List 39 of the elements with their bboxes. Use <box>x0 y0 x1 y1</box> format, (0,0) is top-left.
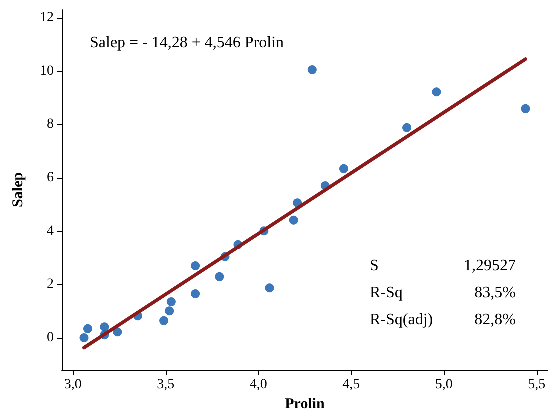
x-tick-label: 5,0 <box>435 378 453 392</box>
y-tick-label: 2 <box>47 277 54 292</box>
x-tick-label: 3,5 <box>157 378 175 392</box>
point <box>80 334 89 342</box>
y-tick-label: 4 <box>47 224 54 239</box>
point <box>165 306 174 316</box>
y-tick-label: 8 <box>47 117 54 132</box>
annotation: R-Sq <box>370 284 403 302</box>
annotation: 82,8% <box>474 312 516 328</box>
y-tick-label: 6 <box>47 170 54 186</box>
x-axis-title: Prolin <box>285 396 326 412</box>
point <box>160 316 169 326</box>
annotation: 1,29527 <box>464 258 516 274</box>
x-tick-label: 3,0 <box>64 378 82 392</box>
x-tick-label: 4,5 <box>342 378 360 392</box>
y-axis-title: Salep <box>10 172 26 208</box>
y-tick-label: 10 <box>40 64 54 79</box>
y-tick-label: 0 <box>47 330 54 346</box>
point <box>265 284 274 293</box>
point <box>191 262 200 270</box>
point <box>432 88 442 97</box>
point <box>289 216 298 225</box>
point <box>215 272 224 282</box>
point <box>402 123 412 132</box>
annotation: R-Sq(adj) <box>370 312 434 328</box>
x-tick-label: 5,5 <box>528 378 546 392</box>
point <box>308 66 317 74</box>
point <box>83 324 92 334</box>
point <box>113 328 122 337</box>
annotation: 83,5% <box>474 284 516 302</box>
annotation: Salep = - 14,28 + 4,546 Prolin <box>90 34 284 52</box>
point <box>521 104 530 114</box>
point <box>100 322 110 332</box>
annotation: S <box>370 258 379 274</box>
x-tick-label: 4,0 <box>250 378 268 392</box>
point <box>339 164 348 174</box>
point <box>191 290 200 298</box>
point <box>166 298 176 306</box>
y-tick-label: 12 <box>40 10 54 26</box>
